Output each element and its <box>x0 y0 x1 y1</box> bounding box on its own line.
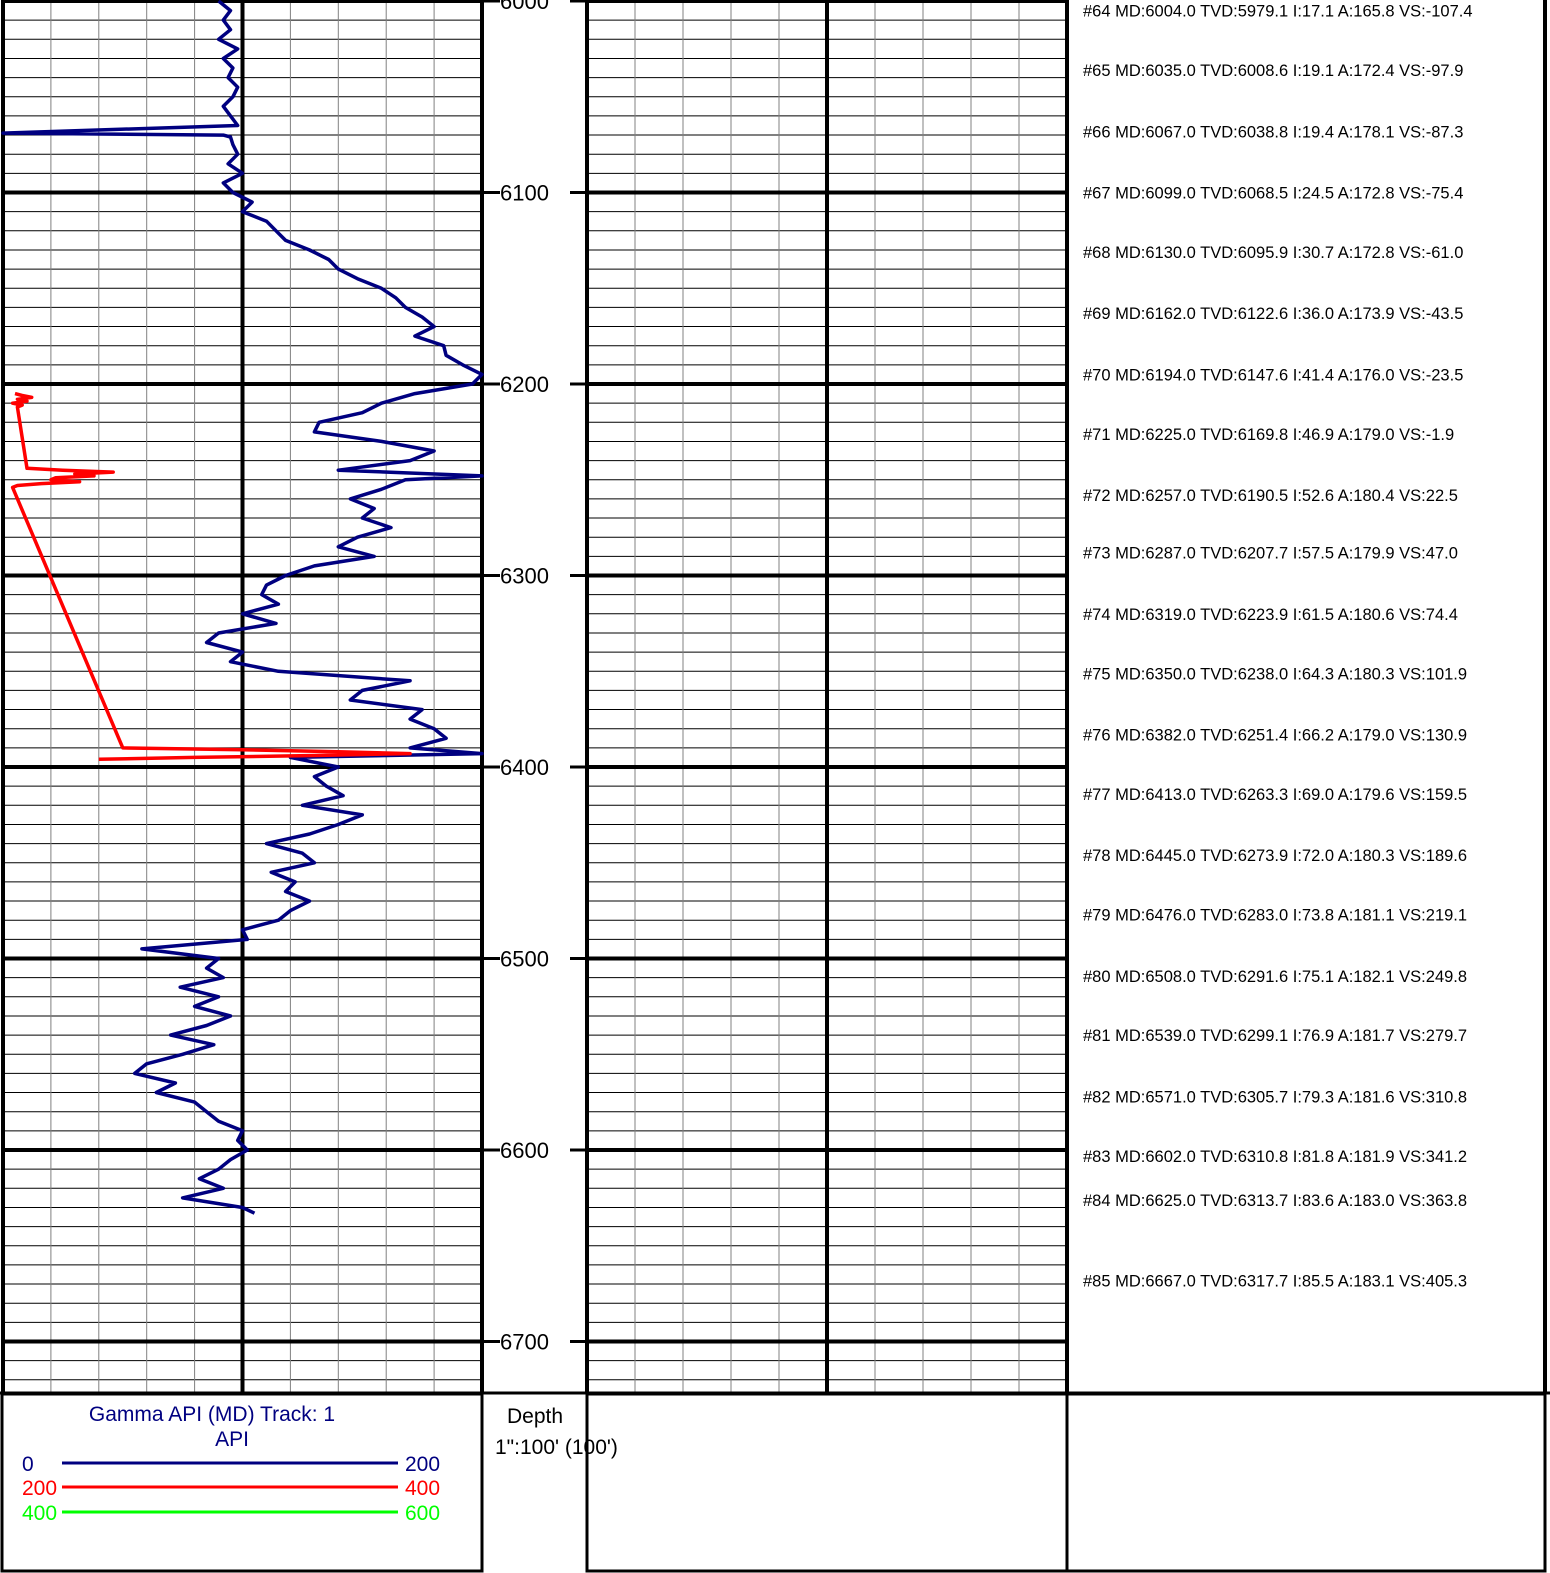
survey-annotation: #78 MD:6445.0 TVD:6273.9 I:72.0 A:180.3 … <box>1083 847 1467 865</box>
depth-label: 6500 <box>500 947 549 972</box>
legend-unit: API <box>215 1428 249 1451</box>
footer: Gamma API (MD) Track: 1 API 0 200 200 40… <box>0 1392 1547 1573</box>
log-grid <box>0 0 1550 1395</box>
depth-track-title: Depth <box>507 1405 563 1428</box>
annotation-track-footer <box>1065 1392 1547 1573</box>
survey-annotation: #76 MD:6382.0 TVD:6251.4 I:66.2 A:179.0 … <box>1083 727 1467 745</box>
survey-annotation: #85 MD:6667.0 TVD:6317.7 I:85.5 A:183.1 … <box>1083 1272 1467 1290</box>
gamma-curve-series-1 <box>1 0 484 1215</box>
legend-title: Gamma API (MD) Track: 1 <box>89 1403 335 1426</box>
legend-scale-1-max: 200 <box>405 1453 440 1476</box>
depth-label: 6200 <box>500 372 549 397</box>
survey-annotation: #66 MD:6067.0 TVD:6038.8 I:19.4 A:178.1 … <box>1083 123 1463 141</box>
survey-annotation: #64 MD:6004.0 TVD:5979.1 I:17.1 A:165.8 … <box>1083 3 1473 21</box>
survey-annotation: #69 MD:6162.0 TVD:6122.6 I:36.0 A:173.9 … <box>1083 305 1463 323</box>
survey-annotation: #80 MD:6508.0 TVD:6291.6 I:75.1 A:182.1 … <box>1083 968 1467 986</box>
survey-annotation: #79 MD:6476.0 TVD:6283.0 I:73.8 A:181.1 … <box>1083 907 1467 925</box>
survey-annotation: #73 MD:6287.0 TVD:6207.7 I:57.5 A:179.9 … <box>1083 545 1458 563</box>
legend-scale-2-min: 200 <box>22 1477 57 1500</box>
depth-label: 6300 <box>500 564 549 589</box>
gamma-curve-series-2 <box>10 391 412 762</box>
survey-annotation: #72 MD:6257.0 TVD:6190.5 I:52.6 A:180.4 … <box>1083 487 1458 505</box>
depth-label: 6700 <box>500 1330 549 1355</box>
survey-annotation: #83 MD:6602.0 TVD:6310.8 I:81.8 A:181.9 … <box>1083 1148 1467 1166</box>
gamma-curves <box>1 0 484 1215</box>
gamma-legend-box <box>0 1392 484 1573</box>
depth-label: 6400 <box>500 755 549 780</box>
survey-annotation-list: #64 MD:6004.0 TVD:5979.1 I:17.1 A:165.8 … <box>1083 3 1473 1291</box>
survey-annotation: #70 MD:6194.0 TVD:6147.6 I:41.4 A:176.0 … <box>1083 367 1463 385</box>
legend-scale-3-max: 600 <box>405 1502 440 1525</box>
survey-annotation: #65 MD:6035.0 TVD:6008.6 I:19.1 A:172.4 … <box>1083 62 1463 80</box>
depth-track: 6000 6100 6200 6300 6400 6500 6600 6700 <box>482 0 587 1355</box>
empty-track-footer <box>585 1392 1069 1573</box>
survey-annotation: #71 MD:6225.0 TVD:6169.8 I:46.9 A:179.0 … <box>1083 426 1454 444</box>
legend-scale-2-max: 400 <box>405 1477 440 1500</box>
depth-label: 6000 <box>500 0 549 14</box>
depth-label: 6600 <box>500 1138 549 1163</box>
depth-label: 6100 <box>500 181 549 206</box>
survey-annotation: #68 MD:6130.0 TVD:6095.9 I:30.7 A:172.8 … <box>1083 244 1463 262</box>
survey-annotation: #84 MD:6625.0 TVD:6313.7 I:83.6 A:183.0 … <box>1083 1192 1467 1210</box>
survey-annotation: #74 MD:6319.0 TVD:6223.9 I:61.5 A:180.6 … <box>1083 606 1458 624</box>
survey-annotation: #75 MD:6350.0 TVD:6238.0 I:64.3 A:180.3 … <box>1083 665 1467 683</box>
survey-annotation: #81 MD:6539.0 TVD:6299.1 I:76.9 A:181.7 … <box>1083 1027 1467 1045</box>
legend-scale-1-min: 0 <box>22 1453 34 1476</box>
survey-annotation: #67 MD:6099.0 TVD:6068.5 I:24.5 A:172.8 … <box>1083 185 1463 203</box>
survey-annotation: #77 MD:6413.0 TVD:6263.3 I:69.0 A:179.6 … <box>1083 786 1467 804</box>
survey-annotation: #82 MD:6571.0 TVD:6305.7 I:79.3 A:181.6 … <box>1083 1088 1467 1106</box>
depth-track-scale: 1":100' (100') <box>495 1436 618 1459</box>
legend-scale-3-min: 400 <box>22 1502 57 1525</box>
